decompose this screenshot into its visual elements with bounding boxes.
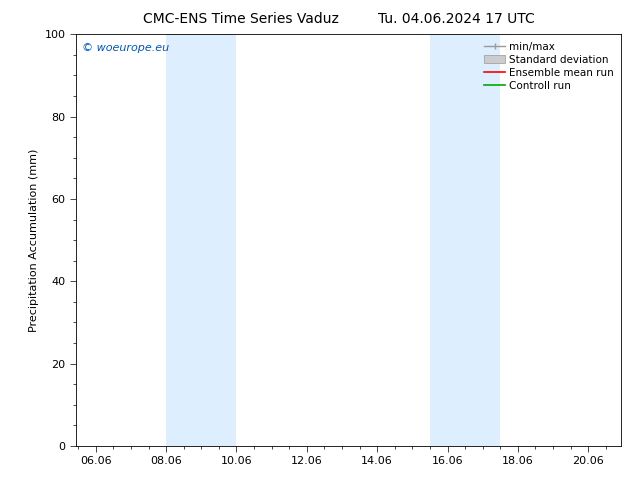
Text: CMC-ENS Time Series Vaduz: CMC-ENS Time Series Vaduz	[143, 12, 339, 26]
Legend: min/max, Standard deviation, Ensemble mean run, Controll run: min/max, Standard deviation, Ensemble me…	[480, 37, 618, 95]
Y-axis label: Precipitation Accumulation (mm): Precipitation Accumulation (mm)	[29, 148, 39, 332]
Text: © woeurope.eu: © woeurope.eu	[82, 43, 169, 52]
Bar	[166, 34, 236, 446]
Bar	[430, 34, 448, 446]
Text: Tu. 04.06.2024 17 UTC: Tu. 04.06.2024 17 UTC	[378, 12, 535, 26]
Bar	[448, 34, 500, 446]
